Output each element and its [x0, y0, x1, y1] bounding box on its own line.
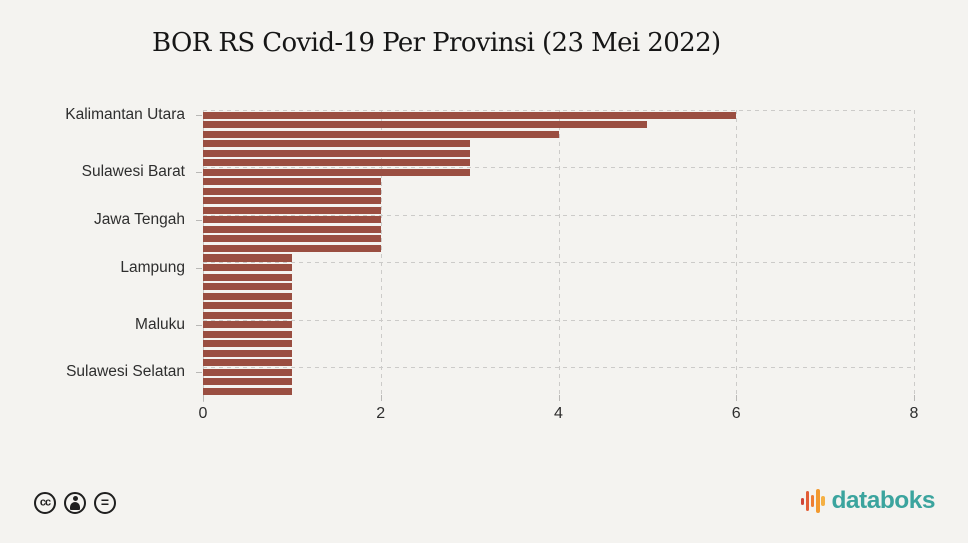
attribution-icon [64, 492, 86, 514]
y-gridline [203, 214, 914, 216]
bar [203, 321, 292, 329]
y-tick-mark [196, 372, 202, 374]
databoks-wordmark: databoks [831, 487, 935, 514]
x-tick-mark [203, 395, 204, 401]
bar [203, 254, 292, 262]
bar [203, 311, 292, 319]
x-tick-mark [914, 395, 915, 401]
logo-bar [821, 496, 825, 506]
databoks-logo: databoks [800, 486, 935, 516]
y-axis-label: Lampung [120, 258, 185, 276]
y-axis-label: Kalimantan Utara [65, 106, 185, 124]
y-gridline [203, 167, 914, 169]
x-tick-mark [736, 395, 738, 401]
bar [203, 159, 470, 167]
chart-title: BOR RS Covid-19 Per Provinsi (23 Mei 202… [152, 28, 721, 58]
equals-icon-label: = [100, 494, 110, 510]
y-tick-mark [196, 267, 202, 269]
y-gridline [203, 367, 914, 369]
bar [203, 121, 648, 129]
y-gridline [203, 262, 914, 264]
logo-bar [800, 497, 805, 505]
x-axis-label: 8 [909, 405, 919, 422]
bar [203, 340, 292, 348]
y-tick-mark [196, 172, 202, 174]
y-axis-label: Sulawesi Selatan [66, 363, 185, 381]
bar [203, 349, 292, 357]
cc-icon: cc [34, 492, 56, 514]
y-gridline [203, 319, 914, 321]
y-tick-mark [196, 115, 202, 117]
bar [203, 149, 470, 157]
bar [203, 187, 381, 195]
bar [203, 387, 292, 395]
bar [203, 283, 292, 291]
x-gridline [914, 110, 915, 395]
x-gridline [380, 110, 382, 395]
bar [203, 235, 381, 243]
x-tick-mark [380, 395, 382, 401]
y-axis-label: Maluku [135, 315, 185, 333]
y-tick-mark [196, 219, 202, 221]
bar [203, 378, 292, 386]
databoks-bars-icon [800, 486, 827, 516]
bar [203, 168, 470, 176]
x-axis-label: 6 [731, 405, 741, 422]
no-derivatives-icon: = [94, 492, 116, 514]
cc-icon-label: cc [39, 496, 51, 508]
bar [203, 130, 559, 138]
logo-bar [816, 489, 820, 513]
x-axis-label: 2 [376, 405, 386, 422]
bar [203, 302, 292, 310]
bar [203, 359, 292, 367]
bar [203, 216, 381, 224]
x-tick-mark [558, 395, 560, 401]
bar [203, 263, 292, 272]
license-badges: cc = [34, 492, 116, 514]
bar [203, 330, 292, 338]
bar [203, 244, 381, 252]
person-icon [66, 494, 84, 512]
y-axis-label: Sulawesi Barat [81, 163, 185, 181]
x-axis-label: 0 [198, 405, 208, 422]
bar [203, 140, 470, 148]
bar [203, 273, 292, 281]
y-tick-mark [196, 324, 202, 326]
bar [203, 225, 381, 233]
bar [203, 111, 737, 119]
bar [203, 292, 292, 300]
logo-bar [810, 495, 815, 507]
logo-bar [805, 491, 810, 511]
bar [203, 197, 381, 205]
x-gridline [558, 110, 560, 395]
bar [203, 206, 381, 214]
bar [203, 368, 292, 376]
y-axis-label: Jawa Tengah [93, 210, 185, 228]
bar [203, 178, 381, 186]
x-gridline [736, 110, 738, 395]
x-axis-label: 4 [554, 405, 563, 422]
y-gridline [203, 110, 914, 111]
